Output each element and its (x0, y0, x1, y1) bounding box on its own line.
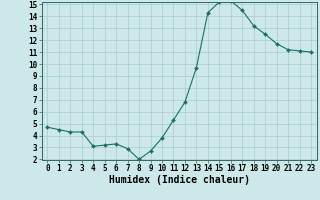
X-axis label: Humidex (Indice chaleur): Humidex (Indice chaleur) (109, 175, 250, 185)
